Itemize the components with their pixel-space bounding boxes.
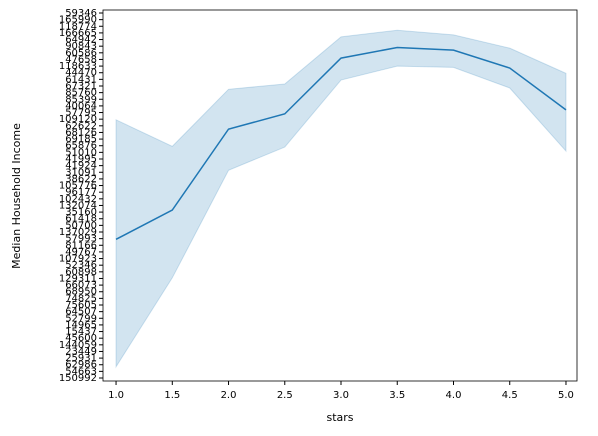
y-tick-label: 59346 [65, 8, 97, 19]
confidence-band [115, 29, 567, 369]
y-tick-label: 49767 [65, 247, 97, 258]
y-tick-label: 109120 [59, 114, 97, 125]
x-tick-label: 1.5 [164, 390, 180, 401]
y-tick-label: 25931 [65, 353, 97, 364]
x-axis-label: stars [326, 411, 353, 424]
y-tick-label: 69185 [65, 134, 97, 145]
y-tick-label: 40064 [65, 101, 97, 112]
y-tick-label: 60898 [65, 267, 97, 278]
y-tick-label: 150992 [59, 373, 97, 384]
y-tick-label: 54663 [65, 366, 97, 377]
line [115, 46, 567, 240]
y-tick-label: 68950 [65, 287, 97, 298]
y-tick-label: 44470 [65, 68, 97, 79]
y-tick-label: 57795 [65, 108, 97, 119]
y-tick-label: 31091 [65, 167, 97, 178]
y-tick-label: 52799 [65, 313, 97, 324]
x-tick-label: 2.0 [221, 390, 237, 401]
y-tick-label: 57993 [65, 234, 97, 245]
y-tick-label: 15437 [65, 327, 97, 338]
y-tick-label: 14965 [65, 320, 97, 331]
y-tick-label: 85399 [65, 94, 97, 105]
y-tick-label: 60586 [65, 48, 97, 59]
y-tick-label: 129311 [59, 273, 97, 284]
y-tick-label: 81166 [65, 240, 97, 251]
x-tick-label: 2.5 [277, 390, 293, 401]
y-tick-label: 105776 [59, 181, 97, 192]
y-tick-label: 61418 [65, 214, 97, 225]
x-tick-label: 4.5 [502, 390, 518, 401]
x-tick-label: 1.0 [108, 390, 124, 401]
y-tick-label: 64507 [65, 307, 97, 318]
y-tick-label: 45600 [65, 333, 97, 344]
y-tick-label: 65876 [65, 141, 97, 152]
plot-frame [102, 9, 578, 382]
y-tick-label: 102432 [59, 194, 97, 205]
y-tick-label: 47658 [65, 54, 97, 65]
y-tick-label: 68126 [65, 127, 97, 138]
y-tick-label: 41924 [65, 161, 97, 172]
y-tick-label: 67321 [65, 81, 97, 92]
x-tick-label: 4.0 [446, 390, 462, 401]
x-tick-label: 3.0 [333, 390, 349, 401]
x-tick-label: 5.0 [558, 390, 574, 401]
y-tick-label: 144059 [59, 340, 97, 351]
y-tick-label: 166665 [59, 28, 97, 39]
y-tick-label: 96177 [65, 187, 97, 198]
y-axis-label: Median Household Income [10, 123, 23, 269]
y-tick-label: 85760 [65, 88, 97, 99]
y-tick-label: 165990 [59, 15, 97, 26]
y-tick-label: 107923 [59, 254, 97, 265]
y-tick-label: 35160 [65, 207, 97, 218]
y-tick-label: 52346 [65, 260, 97, 271]
y-tick-label: 74825 [65, 293, 97, 304]
y-tick-label: 66073 [65, 280, 97, 291]
x-tick-label: 3.5 [389, 390, 405, 401]
y-tick-label: 64942 [65, 35, 97, 46]
y-tick-label: 118774 [59, 21, 97, 32]
y-tick-label: 118633 [59, 61, 97, 72]
y-tick-label: 50700 [65, 220, 97, 231]
y-tick-label: 132074 [59, 200, 97, 211]
y-tick-label: 61431 [65, 74, 97, 85]
y-tick-label: 38622 [65, 174, 97, 185]
y-tick-label: 75605 [65, 300, 97, 311]
y-tick-label: 62622 [65, 121, 97, 132]
y-tick-label: 51010 [65, 147, 97, 158]
y-tick-label: 62986 [65, 360, 97, 371]
y-tick-label: 137029 [59, 227, 97, 238]
y-tick-label: 23449 [65, 346, 97, 357]
y-tick-label: 41995 [65, 154, 97, 165]
y-tick-label: 90843 [65, 41, 97, 52]
